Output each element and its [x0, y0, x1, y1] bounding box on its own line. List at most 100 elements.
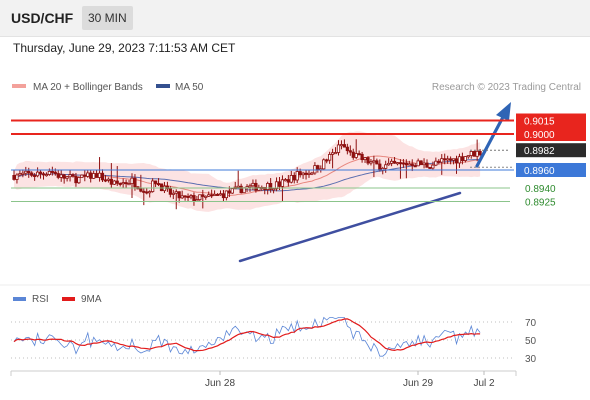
candle-body — [363, 157, 367, 161]
candle-body — [148, 191, 152, 194]
candle-body — [124, 182, 128, 185]
rsi-line — [13, 316, 481, 357]
candle-body — [292, 175, 296, 181]
candle-body — [242, 187, 246, 194]
candle-body — [398, 162, 403, 165]
candle-body — [74, 175, 78, 184]
price-levels: 0.9015 0.9000 0.8982 0.8960 0.8940 0.8925 — [11, 113, 586, 209]
candle-body — [207, 194, 211, 197]
candle-body — [201, 194, 205, 197]
level-label-support: 0.8940 — [525, 184, 556, 195]
candle-body — [47, 170, 52, 175]
forecast-arrowhead — [496, 102, 511, 121]
candle-body — [448, 158, 453, 161]
candle-body — [24, 170, 28, 174]
candle-body — [307, 172, 311, 175]
candle-body — [342, 144, 347, 148]
candle-body — [254, 182, 258, 191]
candle-body — [195, 199, 199, 202]
candle-body — [401, 162, 406, 165]
candle-body — [472, 151, 476, 157]
trendline — [238, 191, 462, 263]
candle-body — [304, 172, 308, 175]
legend-swatch-ma20 — [12, 84, 26, 88]
candle-body — [454, 158, 459, 164]
candle-body — [248, 185, 252, 188]
candle-body — [153, 180, 158, 184]
candle-body — [404, 162, 408, 166]
candle-body — [251, 182, 255, 187]
candle-body — [38, 171, 43, 175]
legend-ma20: MA 20 + Bollinger Bands — [33, 82, 143, 93]
candle-body — [230, 188, 234, 194]
candle-body — [325, 159, 329, 162]
candle-body — [83, 174, 87, 177]
candle-body — [224, 190, 228, 199]
candle-body — [328, 154, 332, 161]
candle-body — [12, 174, 16, 180]
candle-body — [440, 158, 444, 163]
candle-body — [298, 171, 302, 176]
candle-body — [392, 160, 397, 164]
candle-body — [130, 177, 134, 184]
candle-body — [475, 150, 479, 157]
candle-body — [53, 171, 57, 174]
candle-body — [360, 153, 364, 161]
candle-body — [239, 185, 243, 194]
candle-body — [271, 188, 276, 191]
candle-body — [218, 193, 223, 196]
level-tag-resistance — [516, 113, 586, 128]
interval-selector[interactable]: 30 MIN — [82, 6, 133, 30]
candle-body — [183, 195, 187, 198]
candle-body — [457, 156, 462, 164]
candle-body — [171, 192, 175, 195]
candle-body — [127, 183, 131, 186]
candle-body — [469, 151, 473, 156]
candle-body — [451, 158, 456, 161]
candle-body — [151, 180, 155, 192]
candle-body — [62, 174, 66, 179]
candle-body — [463, 156, 467, 161]
candle-body — [434, 160, 438, 166]
candle-body — [313, 165, 317, 174]
research-credit: Research © 2023 Trading Central — [432, 82, 581, 93]
candle-body — [115, 180, 119, 184]
candle-body — [366, 157, 370, 164]
candle-body — [395, 162, 400, 165]
legend-ma50: MA 50 — [175, 82, 204, 93]
level-label-support: 0.8925 — [525, 198, 556, 209]
candle-body — [145, 191, 149, 194]
legend-swatch-ma50 — [156, 84, 170, 88]
rsi-plot: 70 50 30 — [11, 316, 537, 365]
candle-body — [269, 183, 273, 190]
level-tag-resistance — [516, 127, 586, 141]
candle-body — [118, 182, 122, 185]
candle-body — [36, 171, 40, 177]
candle-body — [192, 195, 196, 202]
candle-body — [419, 160, 423, 166]
candle-body — [210, 194, 214, 197]
level-label-pivot: 0.8960 — [524, 166, 555, 177]
candle-body — [413, 165, 417, 168]
candle-body — [286, 179, 290, 183]
candle-body — [56, 173, 60, 178]
candle-body — [443, 158, 447, 161]
candle-body — [446, 158, 450, 161]
candle-body — [180, 195, 184, 199]
timestamp: Thursday, June 29, 2023 7:11:53 AM CET — [13, 41, 236, 55]
candle-body — [277, 181, 282, 187]
candle-body — [295, 171, 299, 181]
candle-body — [257, 187, 261, 191]
candle-body — [322, 159, 326, 170]
candle-body — [106, 178, 110, 181]
candle-body — [103, 179, 108, 182]
candle-body — [212, 193, 217, 196]
candle-body — [384, 164, 388, 169]
candle-body — [97, 172, 102, 178]
candle-body — [92, 173, 96, 179]
candle-body — [50, 170, 54, 173]
candle-body — [80, 174, 84, 178]
candle-body — [316, 165, 320, 171]
x-axis: Jun 28 Jun 29 Jul 2 — [10, 370, 517, 389]
